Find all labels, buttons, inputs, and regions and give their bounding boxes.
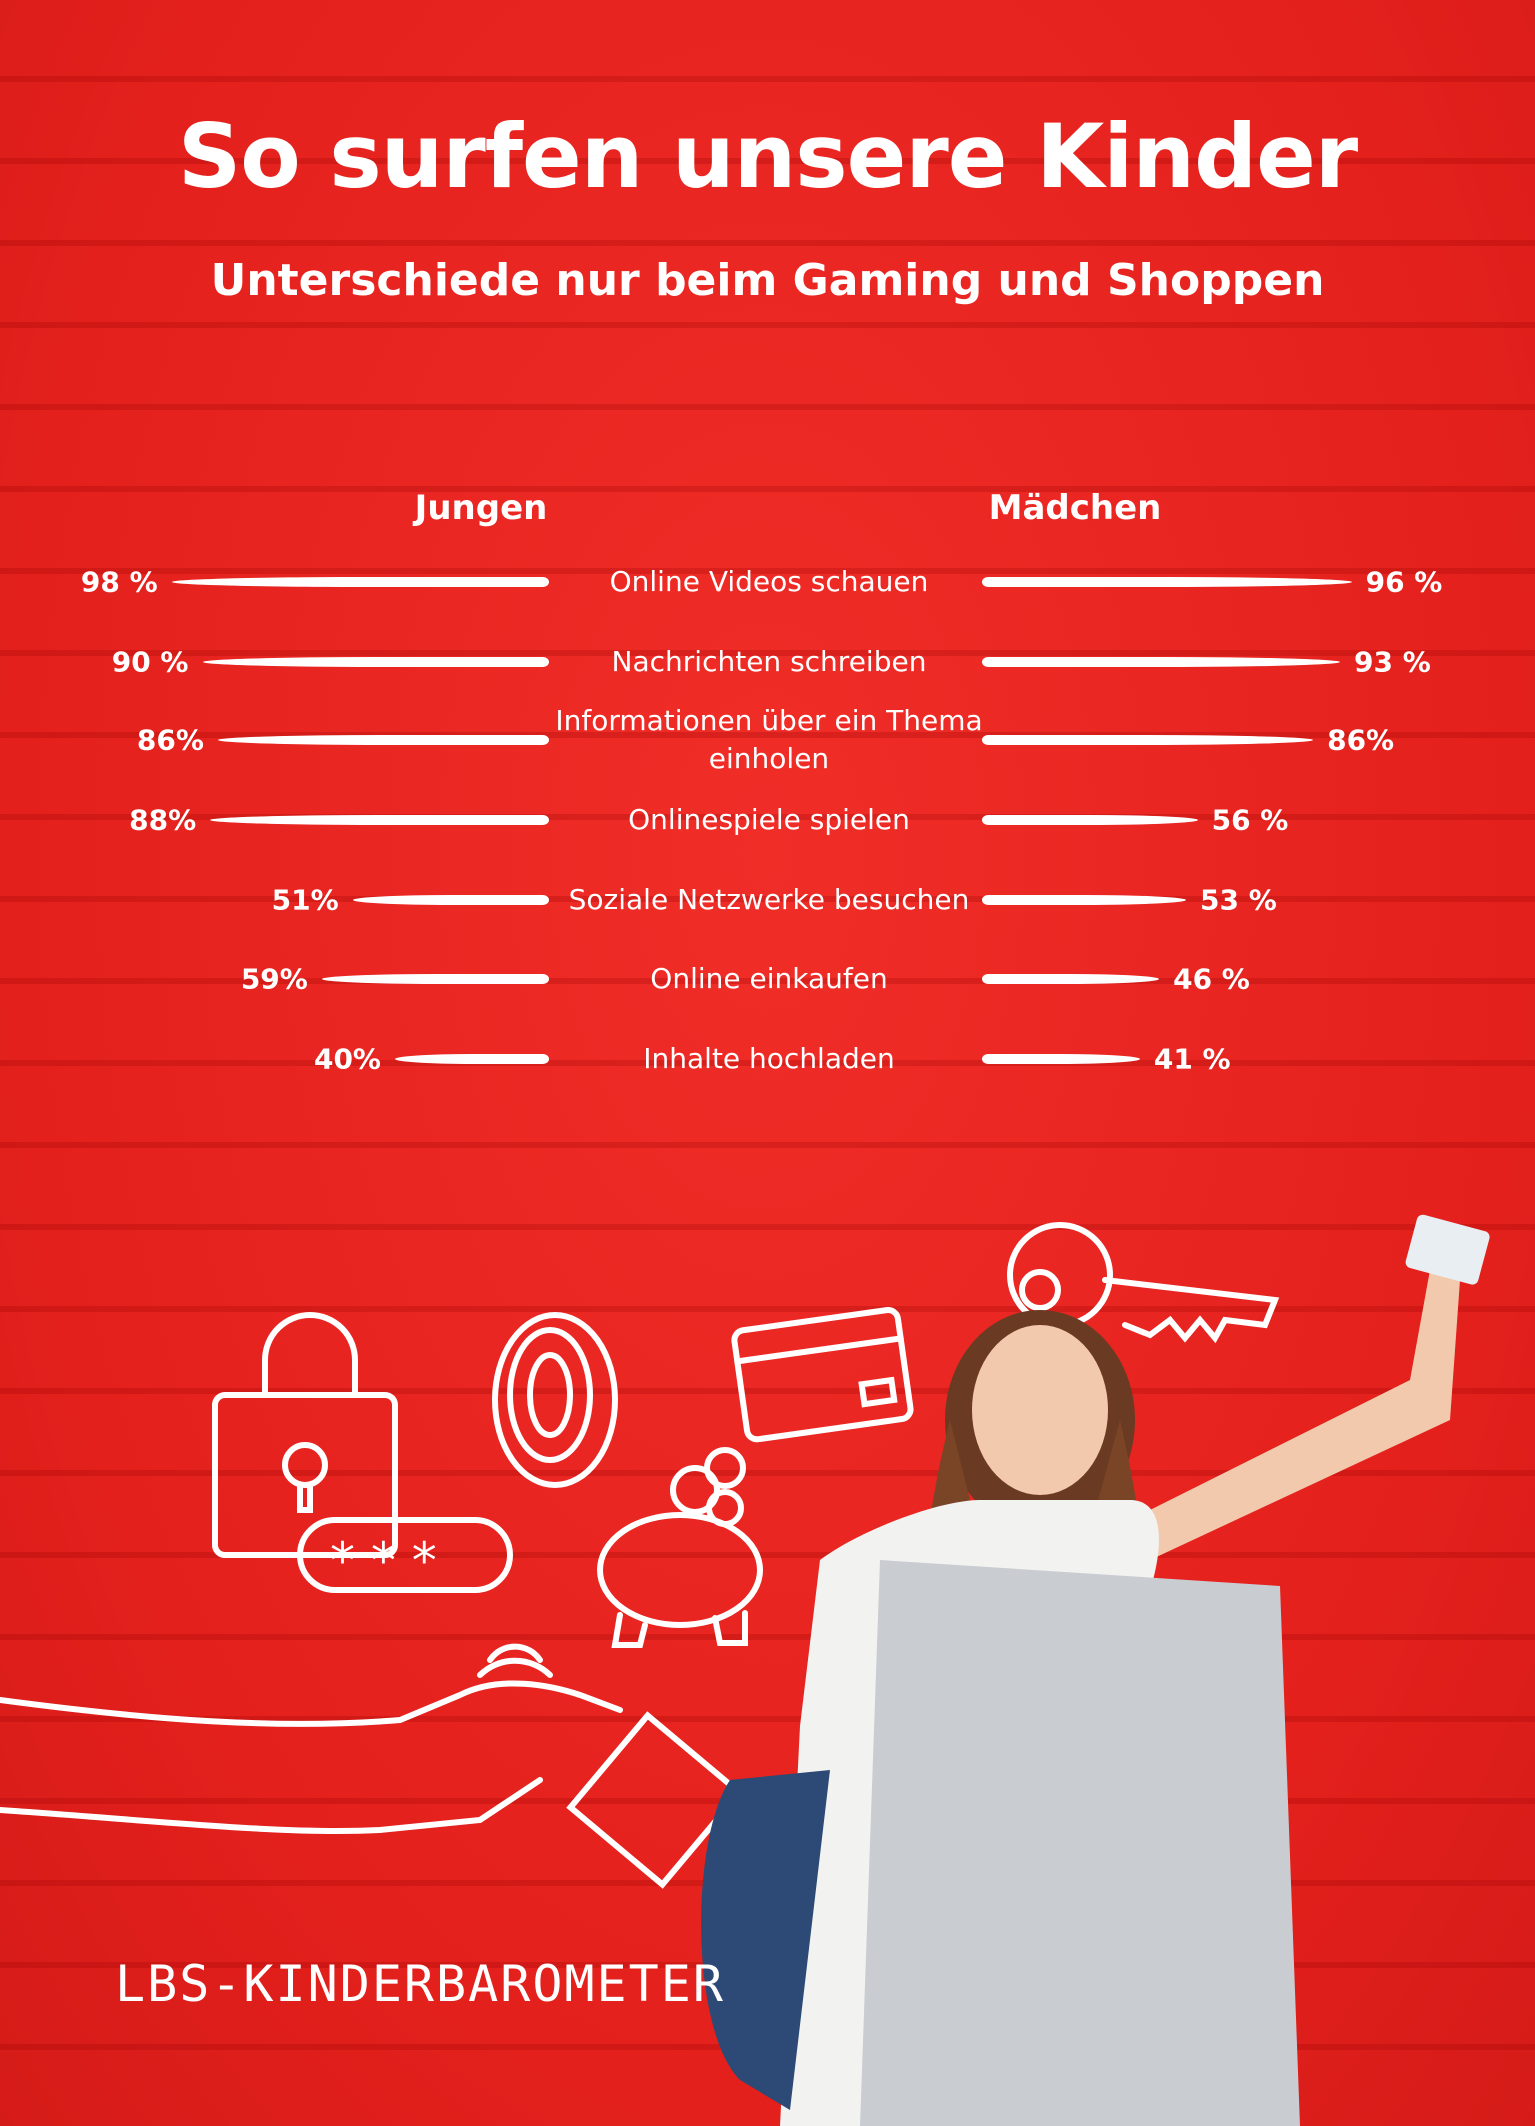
legend-maedchen: Mädchen: [988, 488, 1162, 528]
value-label-maedchen: 86%: [1327, 723, 1395, 757]
password-field-icon: * * *: [297, 1517, 513, 1593]
value-label-jungen: 98 %: [80, 565, 158, 599]
credit-card-icon: [731, 1306, 914, 1443]
bar-jungen: [321, 974, 549, 984]
bar-maedchen: [982, 657, 1341, 667]
page-subtitle: Unterschiede nur beim Gaming und Shoppen: [210, 255, 1325, 306]
fingerprint-icon: [492, 1312, 618, 1488]
lbs-kinderbarometer-logo: LBS-KINDERBAROMETER: [115, 1955, 725, 2013]
bar-maedchen: [982, 735, 1314, 745]
bar-maedchen: [982, 1054, 1140, 1064]
svg-text:* * *: * * *: [330, 1532, 437, 1590]
page-title: So surfen unsere Kinder: [177, 105, 1358, 208]
value-label-jungen: 86%: [136, 723, 204, 757]
hand-card-icon: [0, 1643, 744, 1889]
category-label: Online Videos schauen: [609, 565, 929, 598]
padlock-icon: [212, 1312, 398, 1558]
bar-maedchen: [982, 815, 1198, 825]
bar-jungen: [395, 1054, 549, 1064]
value-label-jungen: 51%: [271, 883, 339, 917]
bar-jungen: [352, 895, 549, 905]
category-label: Onlinespiele spielen: [628, 803, 910, 836]
legend-jungen: Jungen: [414, 488, 548, 528]
value-label-jungen: 59%: [240, 962, 308, 996]
value-label-maedchen: 56 %: [1211, 803, 1289, 837]
bar-maedchen: [982, 577, 1352, 587]
illustration: * * *: [0, 1214, 1490, 2126]
category-label: Inhalte hochladen: [643, 1042, 895, 1075]
value-label-maedchen: 93 %: [1354, 645, 1431, 679]
value-label-jungen: 40%: [313, 1042, 381, 1076]
bar-jungen: [217, 735, 549, 745]
value-label-maedchen: 96 %: [1365, 565, 1443, 599]
value-label-jungen: 90 %: [111, 645, 189, 679]
value-label-jungen: 88%: [129, 803, 197, 837]
bar-maedchen: [982, 974, 1160, 984]
value-label-maedchen: 53 %: [1200, 883, 1277, 917]
value-label-maedchen: 46 %: [1173, 962, 1250, 996]
bar-maedchen: [982, 895, 1187, 905]
bar-jungen: [210, 815, 549, 825]
bar-jungen: [202, 657, 549, 667]
bar-jungen: [171, 577, 549, 587]
piggy-bank-icon: [597, 1447, 763, 1648]
category-label: Informationen über ein Thema einholen: [555, 704, 983, 775]
category-label: Online einkaufen: [650, 962, 888, 995]
value-label-maedchen: 41 %: [1153, 1042, 1231, 1076]
category-label: Soziale Netzwerke besuchen: [568, 883, 970, 916]
category-label: Nachrichten schreiben: [611, 645, 927, 678]
girl-photo: [701, 1214, 1490, 2126]
